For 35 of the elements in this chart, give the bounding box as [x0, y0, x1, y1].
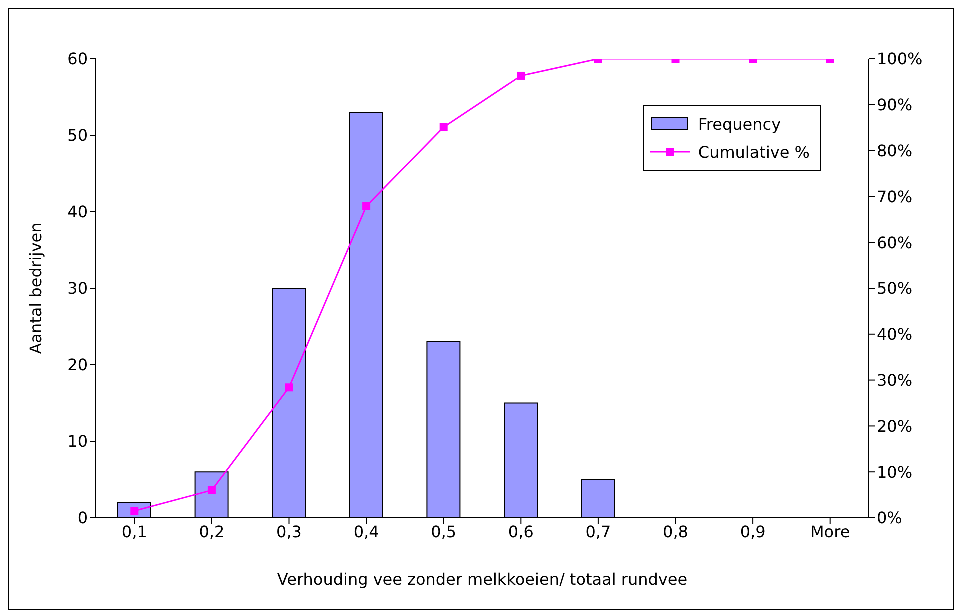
- x-tick-label: 0,6: [508, 522, 534, 542]
- x-tick-label: 0,5: [431, 522, 457, 542]
- point: [362, 202, 371, 210]
- y-tick-label: 20: [68, 356, 88, 375]
- y2-tick-label: 60%: [877, 233, 913, 252]
- y2-tick-label: 20%: [877, 416, 913, 436]
- y2-tick-label: 10%: [877, 462, 913, 482]
- y-tick-label: 40: [68, 202, 88, 222]
- x-tick-label: 0,1: [122, 522, 148, 542]
- x-tick-label: 0,4: [354, 522, 380, 542]
- y2-tick-label: 40%: [877, 325, 913, 344]
- y2-tick-label: 0%: [877, 508, 902, 528]
- y-axis-title: Aantal bedrijven: [26, 222, 46, 354]
- x-tick-label: 0,8: [663, 522, 688, 542]
- x-tick-label: 0,7: [586, 522, 612, 542]
- y2-tick-label: 30%: [877, 370, 913, 390]
- y-tick-label: 10: [68, 432, 88, 452]
- y-tick-label: 0: [78, 508, 88, 528]
- y2-tick-label: 80%: [877, 141, 913, 160]
- legend-label: Frequency: [698, 114, 782, 134]
- y-tick-label: 60: [68, 50, 88, 69]
- x-axis-title: Verhouding vee zonder melkkoeien/ totaal rundvee: [277, 570, 688, 589]
- point: [285, 384, 294, 392]
- y-tick-label: 50: [68, 126, 88, 146]
- x-tick-label: 0,3: [276, 522, 302, 542]
- x-tick-label: 0,9: [740, 522, 766, 542]
- y2-tick-label: 100%: [877, 50, 923, 69]
- legend-label: Cumulative %: [698, 142, 810, 162]
- y2-tick-label: 50%: [877, 279, 913, 298]
- point: [208, 486, 216, 494]
- y-tick-label: 30: [68, 279, 88, 298]
- x-tick-label: More: [810, 522, 850, 542]
- x-tick-label: 0,2: [199, 522, 225, 542]
- y2-tick-label: 70%: [877, 187, 913, 206]
- y2-tick-label: 90%: [877, 96, 913, 115]
